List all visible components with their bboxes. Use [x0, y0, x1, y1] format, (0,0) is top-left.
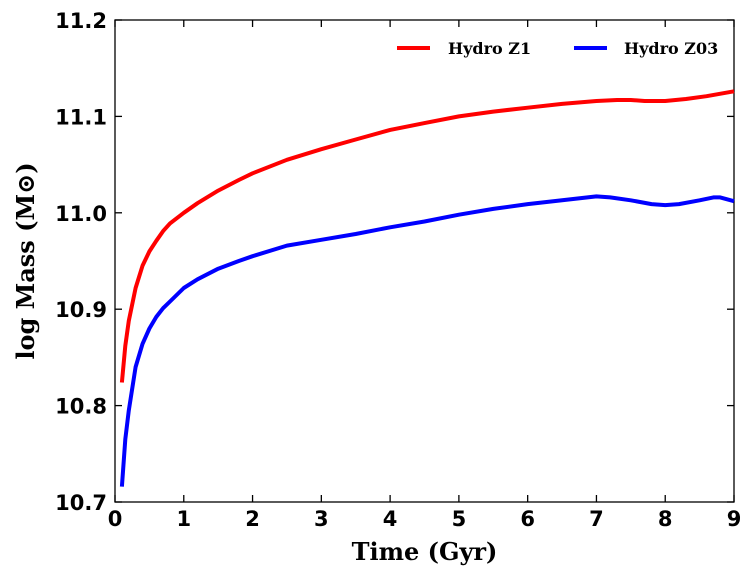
x-tick-label: 6 — [520, 507, 535, 531]
x-tick-label: 4 — [383, 507, 398, 531]
series-line-1 — [119, 194, 735, 487]
y-axis-label: log Mass (M⊙) — [11, 162, 40, 359]
x-tick-label: 2 — [245, 507, 260, 531]
series-lines — [119, 89, 735, 487]
y-tick-label: 11.0 — [55, 202, 107, 226]
x-tick-label: 3 — [314, 507, 329, 531]
y-tick-label: 11.2 — [55, 9, 107, 33]
y-tick-label: 10.8 — [55, 395, 107, 419]
y-tick-label: 10.7 — [55, 491, 107, 515]
y-tick-label: 10.9 — [55, 298, 107, 322]
x-tick-label: 0 — [108, 507, 123, 531]
x-tick-label: 9 — [727, 507, 742, 531]
plot-area — [114, 19, 735, 503]
x-axis-label: Time (Gyr) — [352, 537, 498, 566]
legend-label-hydro-z03: Hydro Z03 — [624, 39, 718, 58]
x-tick-label: 5 — [452, 507, 467, 531]
x-tick-label: 7 — [589, 507, 604, 531]
legend-label-hydro-z1: Hydro Z1 — [448, 39, 531, 58]
x-tick-label: 8 — [658, 507, 673, 531]
y-tick-label: 11.1 — [55, 105, 107, 129]
axis-ticks — [114, 19, 735, 503]
series-line-0 — [119, 89, 735, 383]
axis-tick-labels: 0 1 2 3 4 5 6 7 8 9 10.7 10.8 10.9 11.0 11.1 11.2 — [55, 9, 741, 531]
x-tick-label: 1 — [176, 507, 191, 531]
legend: Hydro Z1 Hydro Z03 — [397, 39, 718, 58]
